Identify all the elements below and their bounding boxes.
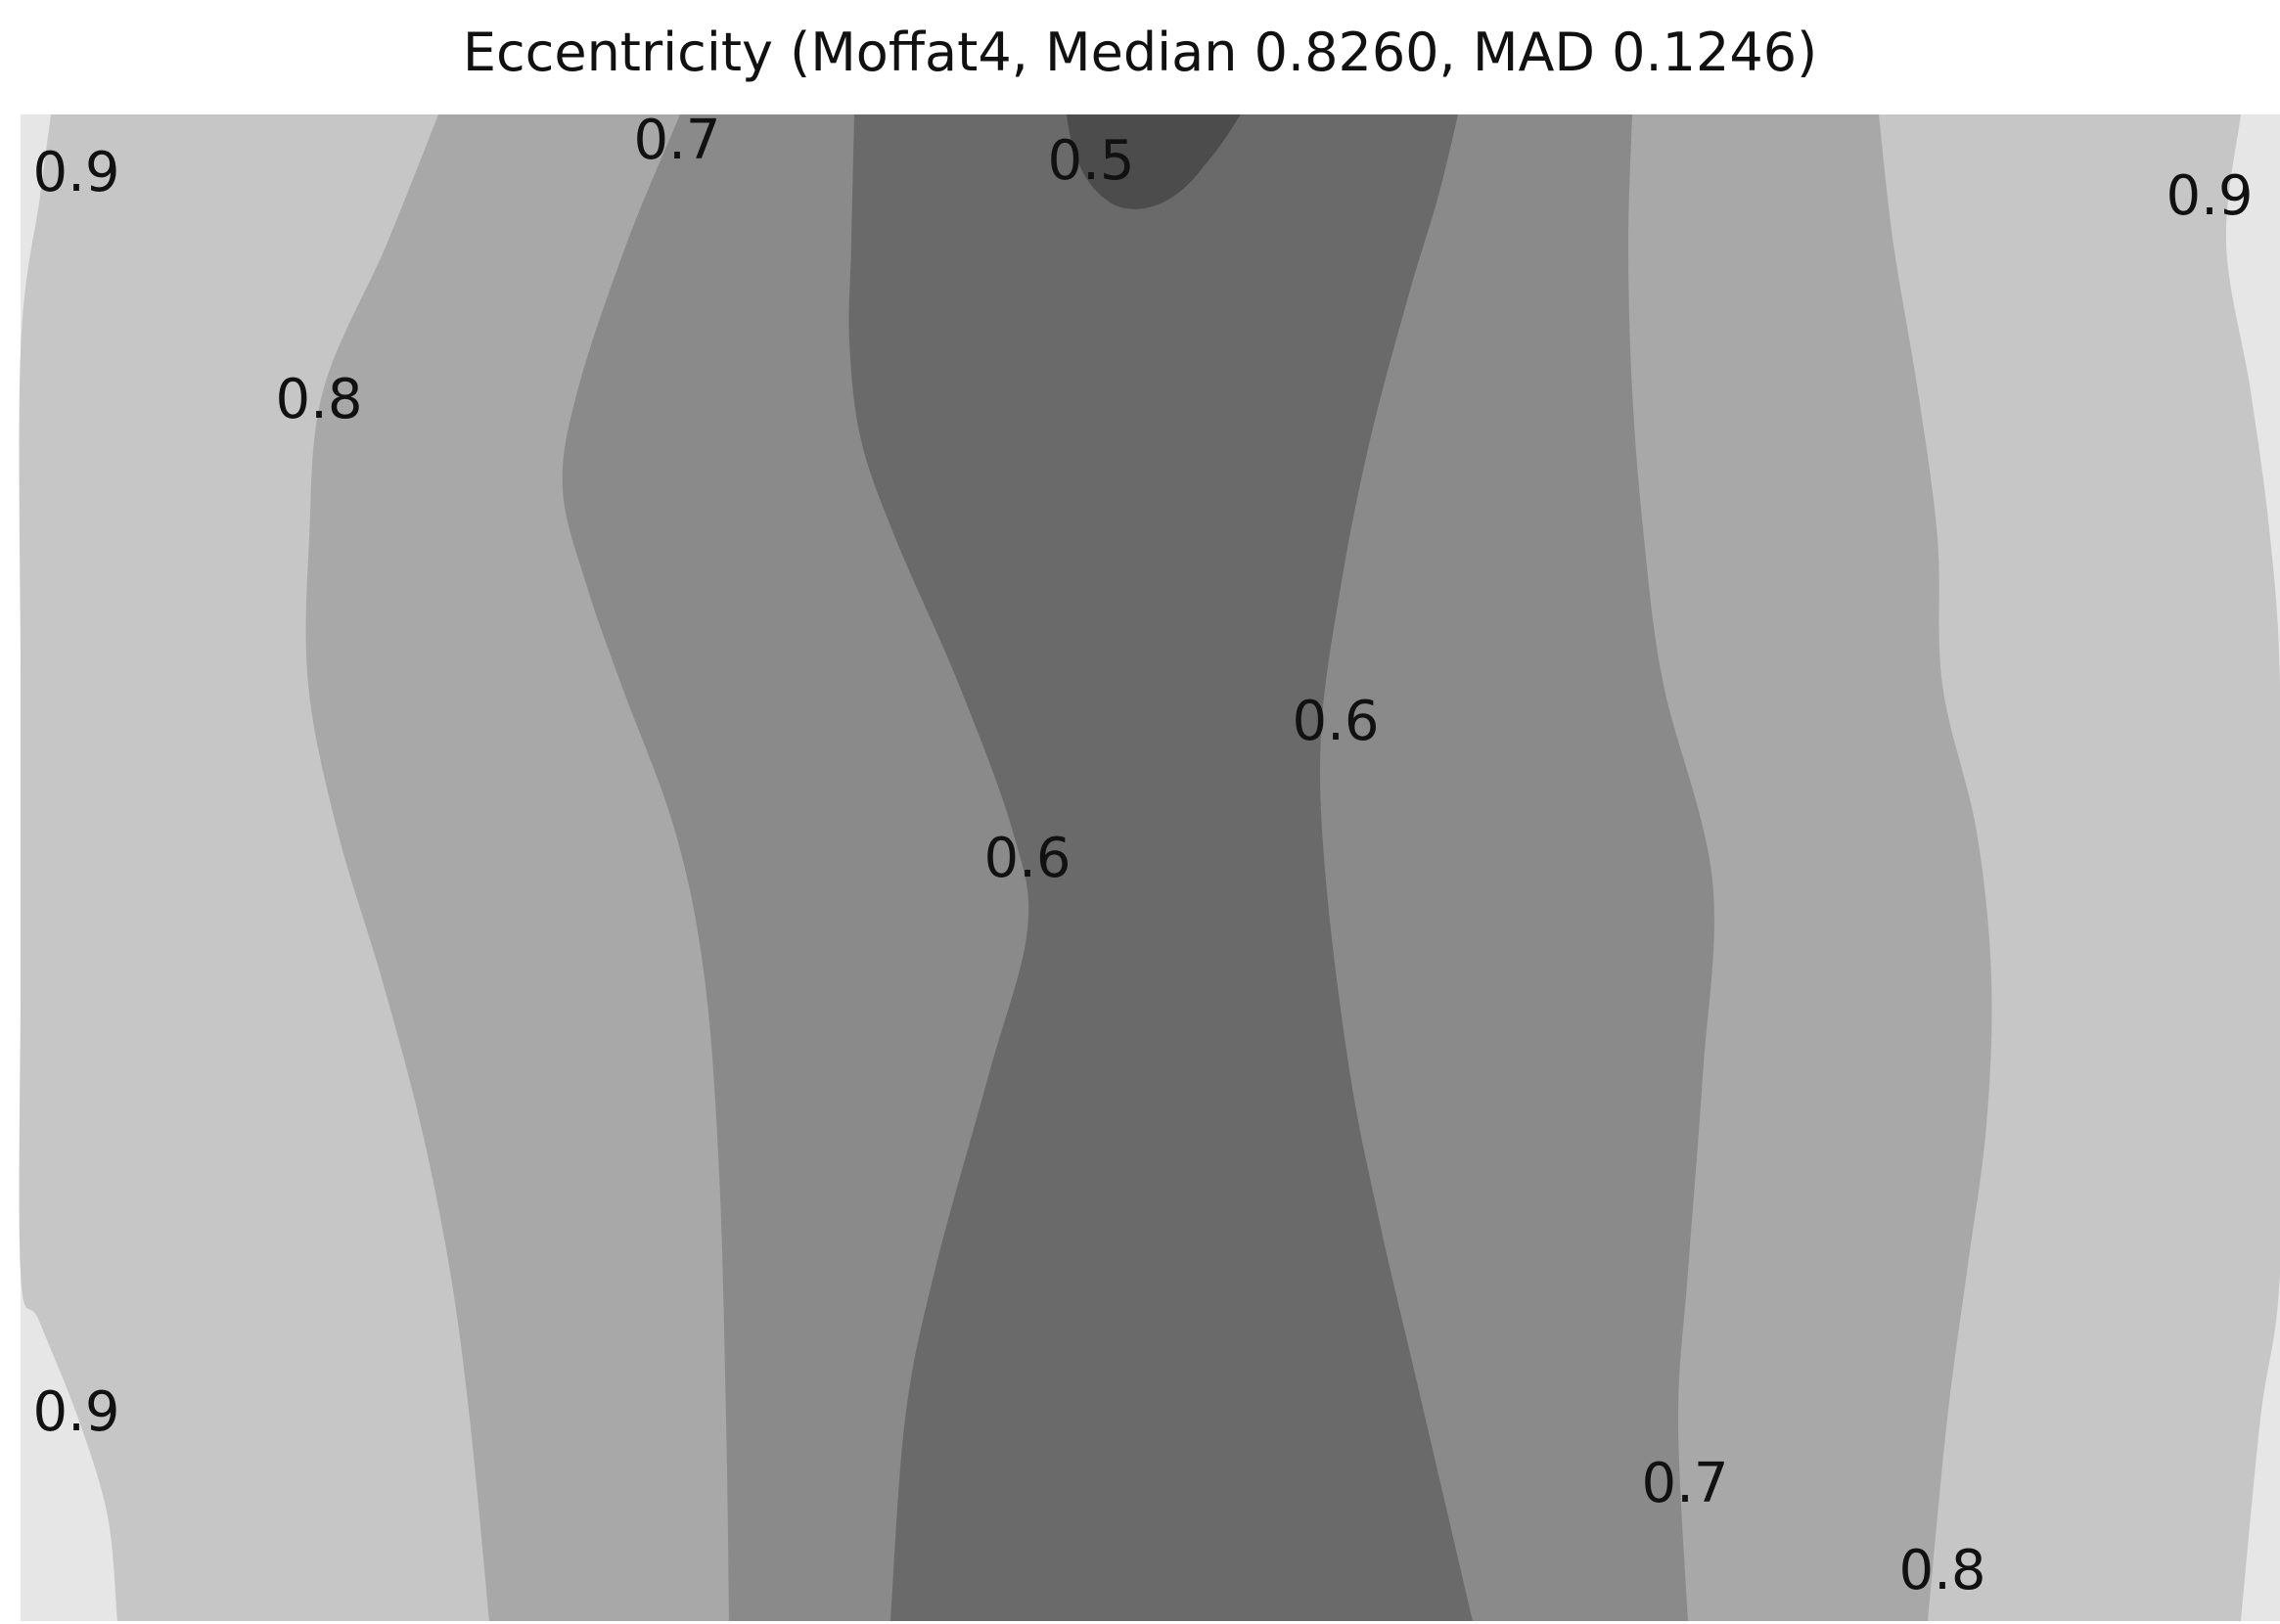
contour-label-3: 0.9 [2166,164,2253,228]
contour-label-6: 0.6 [983,827,1071,890]
contour-label-2: 0.5 [1047,129,1134,193]
contour-label-1: 0.7 [633,109,720,172]
contour-bands [19,114,2280,1621]
band-below-0.5 [1067,114,1241,209]
contour-label-9: 0.8 [1898,1539,1985,1602]
contour-label-8: 0.7 [1641,1452,1728,1515]
contour-label-0: 0.9 [32,141,119,204]
contour-label-5: 0.6 [1292,690,1379,753]
contour-label-7: 0.9 [32,1380,119,1444]
contour-label-4: 0.8 [275,368,362,431]
contour-labels: 0.9 0.7 0.5 0.9 0.8 0.6 0.6 0.9 0.7 0.8 [32,109,2253,1602]
band-0.5-0.6 [848,114,1473,1621]
chart-title: Eccentricity (Moffat4, Median 0.8260, MA… [462,22,1818,83]
